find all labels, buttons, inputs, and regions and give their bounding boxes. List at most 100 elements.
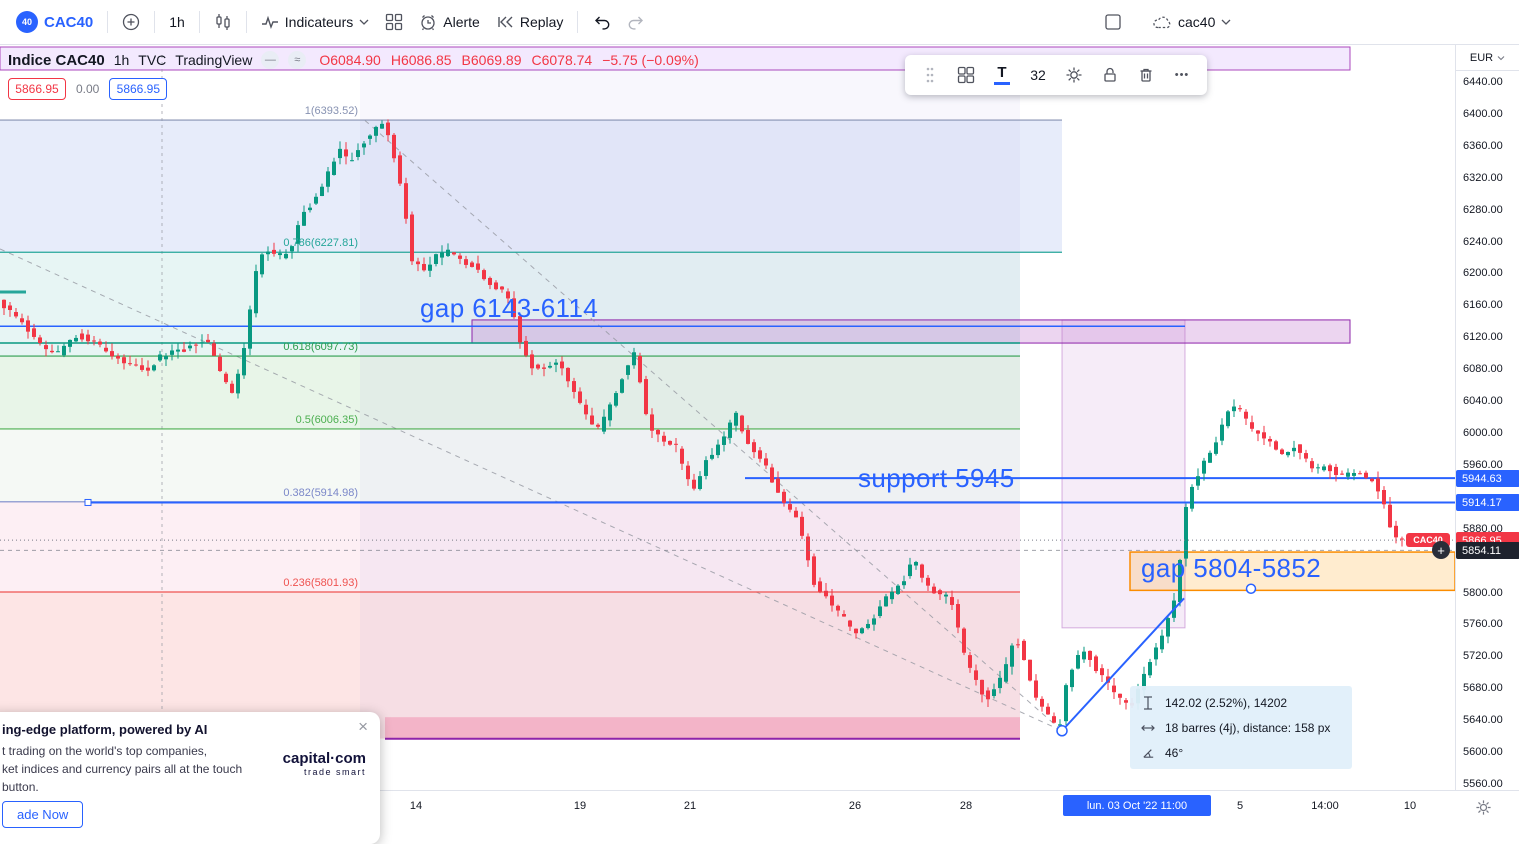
lock-button[interactable] bbox=[1093, 60, 1127, 90]
candle-body bbox=[110, 351, 114, 357]
delete-button[interactable] bbox=[1129, 60, 1163, 90]
font-size-button[interactable]: 32 bbox=[1030, 67, 1046, 83]
candle-body bbox=[872, 618, 876, 625]
candle-body bbox=[938, 590, 942, 595]
chart-legend[interactable]: Indice CAC40 1h TVC TradingView — ≈ O608… bbox=[8, 51, 699, 69]
candle-body bbox=[890, 591, 894, 600]
layout-grid-button[interactable] bbox=[377, 7, 411, 37]
candle-body bbox=[1364, 472, 1368, 478]
price-axis-tag: 5944.63 bbox=[1456, 470, 1519, 488]
candle-body bbox=[1292, 447, 1296, 452]
candle-body bbox=[116, 356, 120, 359]
candle-body bbox=[1226, 411, 1230, 427]
candle-body bbox=[476, 263, 480, 270]
candle-body bbox=[1160, 635, 1164, 650]
close-icon[interactable]: × bbox=[358, 717, 368, 736]
candle-body bbox=[878, 606, 882, 617]
drag-handle[interactable] bbox=[913, 60, 947, 90]
candlestick-chart[interactable] bbox=[0, 0, 1519, 826]
time-axis-label: 28 bbox=[959, 800, 973, 812]
undo-button[interactable] bbox=[584, 7, 619, 37]
candle-body bbox=[1112, 685, 1116, 693]
replay-button[interactable]: Replay bbox=[488, 7, 572, 37]
settings-button[interactable] bbox=[1057, 60, 1091, 90]
symbol-compare-button[interactable] bbox=[114, 7, 148, 37]
legend-symbol-title: Indice CAC40 bbox=[8, 51, 105, 69]
candle-body bbox=[50, 350, 54, 353]
symbol-switcher-button[interactable]: 40 CAC40 bbox=[8, 5, 101, 39]
candle-body bbox=[1064, 685, 1068, 722]
indicators-button[interactable]: Indicateurs bbox=[253, 7, 377, 37]
candle-body bbox=[236, 373, 240, 394]
fib-band bbox=[0, 120, 1062, 253]
candle-body bbox=[716, 444, 720, 456]
support-annotation[interactable]: support 5945 bbox=[858, 463, 1015, 493]
gap-top-annotation[interactable]: gap 6143-6114 bbox=[420, 293, 599, 323]
candle-body bbox=[620, 379, 624, 393]
candle-body bbox=[1328, 465, 1332, 472]
chart-style-button[interactable] bbox=[206, 7, 240, 37]
candle-body bbox=[266, 251, 270, 255]
more-options-button[interactable]: ••• bbox=[1174, 69, 1190, 81]
drawing-toolbar: T 32 ••• bbox=[905, 55, 1207, 95]
candle-body bbox=[968, 655, 972, 668]
ad-popup: × ing-edge platform, powered by AI t tra… bbox=[0, 712, 380, 844]
candle-body bbox=[842, 614, 846, 617]
time-axis-label: 26 bbox=[848, 800, 862, 812]
currency-label: EUR bbox=[1469, 51, 1494, 64]
capital-com-logo: capital·com trade smart bbox=[262, 742, 366, 796]
candle-body bbox=[650, 414, 654, 431]
candle-body bbox=[908, 564, 912, 577]
price-axis-label: 6280.00 bbox=[1463, 203, 1503, 216]
candle-body bbox=[1220, 424, 1224, 441]
change-value: −5.75 (−0.09%) bbox=[602, 52, 699, 68]
timeframe-button[interactable]: 1h bbox=[161, 8, 193, 36]
candle-body bbox=[788, 504, 792, 510]
ad-text: t trading on the world's top companies, … bbox=[2, 742, 262, 796]
candle-body bbox=[1058, 724, 1062, 726]
candle-body bbox=[1376, 478, 1380, 492]
grid-layout-icon bbox=[386, 13, 403, 31]
candle-body bbox=[1352, 473, 1356, 476]
candle-body bbox=[926, 577, 930, 586]
price-axis-label: 5640.00 bbox=[1463, 714, 1503, 727]
screenshot-button[interactable] bbox=[1096, 7, 1130, 37]
candle-body bbox=[1040, 698, 1044, 707]
axis-settings-button[interactable] bbox=[1475, 799, 1492, 816]
sell-price-button[interactable]: 5866.95 bbox=[8, 78, 66, 100]
fib-band bbox=[0, 428, 1020, 502]
price-axis[interactable]: EUR 6440.00 6400.00 6360.00 6320.00 6280.00 6… bbox=[1455, 45, 1519, 790]
hide-symbol-icon[interactable]: — bbox=[261, 51, 280, 69]
candle-body bbox=[1340, 473, 1344, 475]
candle-body bbox=[668, 440, 672, 445]
gap-bottom-annotation[interactable]: gap 5804-5852 bbox=[1141, 553, 1322, 583]
candle-body bbox=[1046, 706, 1050, 715]
candle-body bbox=[950, 597, 954, 605]
redo-button[interactable] bbox=[619, 7, 654, 37]
text-color-button[interactable]: T bbox=[985, 60, 1019, 90]
candle-body bbox=[770, 467, 774, 483]
candle-body bbox=[860, 628, 864, 634]
currency-selector[interactable]: EUR bbox=[1456, 45, 1519, 71]
candle-body bbox=[1286, 451, 1290, 456]
template-button[interactable] bbox=[949, 60, 983, 90]
candle-body bbox=[20, 318, 24, 323]
angle-icon bbox=[1140, 745, 1156, 760]
cloud-icon bbox=[1153, 16, 1171, 29]
layout-name-label: cac40 bbox=[1178, 14, 1216, 30]
add-order-button[interactable]: + bbox=[1432, 541, 1450, 560]
trade-now-button[interactable]: ade Now bbox=[2, 801, 84, 828]
buy-price-button[interactable]: 5866.95 bbox=[109, 78, 168, 100]
price-axis-label: 6080.00 bbox=[1463, 363, 1503, 376]
price-axis-label: 5960.00 bbox=[1463, 458, 1503, 471]
spread-value: 0.00 bbox=[76, 82, 100, 96]
symbol-settings-icon[interactable]: ≈ bbox=[288, 51, 307, 69]
candle-body bbox=[242, 348, 246, 376]
square-icon bbox=[1105, 14, 1121, 30]
alert-button[interactable]: Alerte bbox=[411, 7, 488, 37]
drawing-anchor bbox=[1245, 583, 1257, 595]
candle-body bbox=[224, 373, 228, 383]
save-layout-button[interactable]: cac40 bbox=[1144, 7, 1239, 37]
candle-body bbox=[1322, 466, 1326, 471]
candle-body bbox=[380, 123, 384, 129]
